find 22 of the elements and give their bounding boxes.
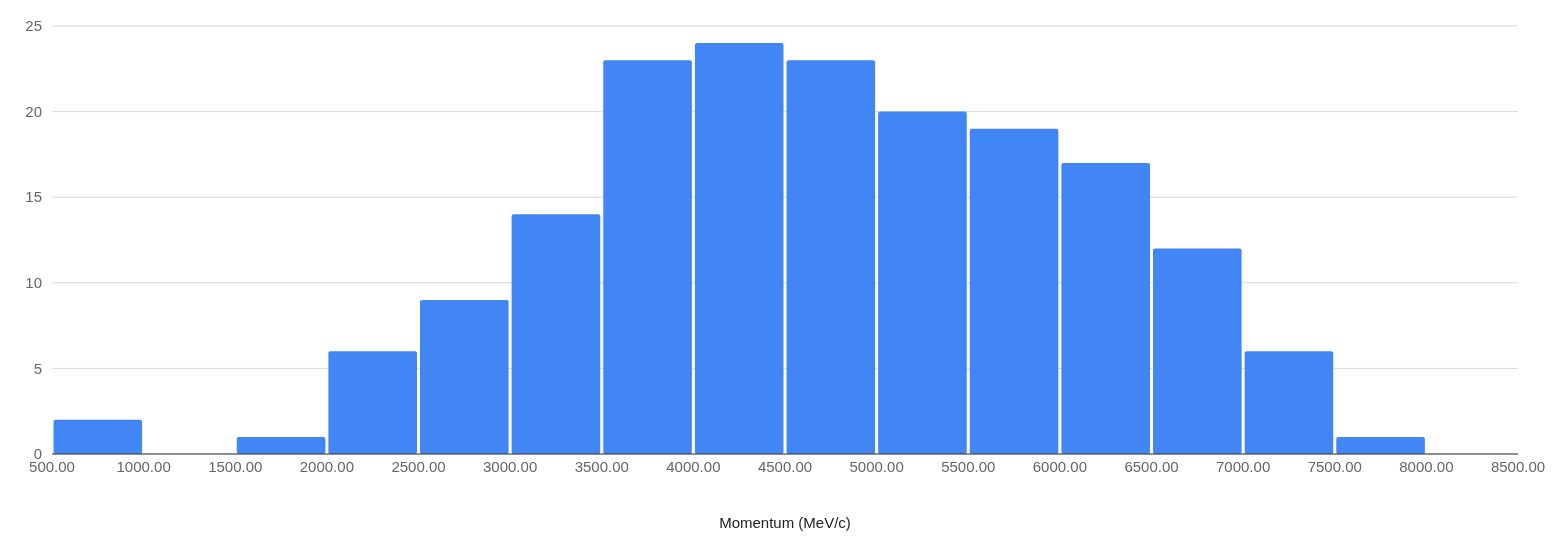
x-tick-label: 2500.00 xyxy=(391,458,446,475)
x-tick-label: 1500.00 xyxy=(208,458,263,475)
y-tick-label: 25 xyxy=(25,17,42,35)
y-tick-label: 5 xyxy=(33,359,42,377)
x-tick-label: 4000.00 xyxy=(666,458,721,475)
x-tick-label: 5000.00 xyxy=(849,458,904,475)
x-tick-label: 3000.00 xyxy=(483,458,538,475)
x-axis-title: Momentum (MeV/c) xyxy=(719,514,851,531)
y-tick-label: 20 xyxy=(25,102,42,120)
y-tick-label: 10 xyxy=(25,274,42,292)
x-tick-label: 7000.00 xyxy=(1216,458,1271,475)
y-tick-label: 15 xyxy=(25,188,42,206)
x-tick-label: 6000.00 xyxy=(1032,458,1087,475)
x-tick-label: 6500.00 xyxy=(1124,458,1179,475)
x-tick-label: 7500.00 xyxy=(1307,458,1362,475)
x-tick-label: 8500.00 xyxy=(1490,458,1546,475)
x-tick-label: 8000.00 xyxy=(1399,458,1454,475)
x-tick-label: 5500.00 xyxy=(941,458,996,475)
x-tick-label: 4500.00 xyxy=(757,458,813,475)
x-tick-label: 2000.00 xyxy=(299,458,354,475)
x-tick-label: 1000.00 xyxy=(116,458,171,475)
x-tick-label: 3500.00 xyxy=(574,458,629,475)
